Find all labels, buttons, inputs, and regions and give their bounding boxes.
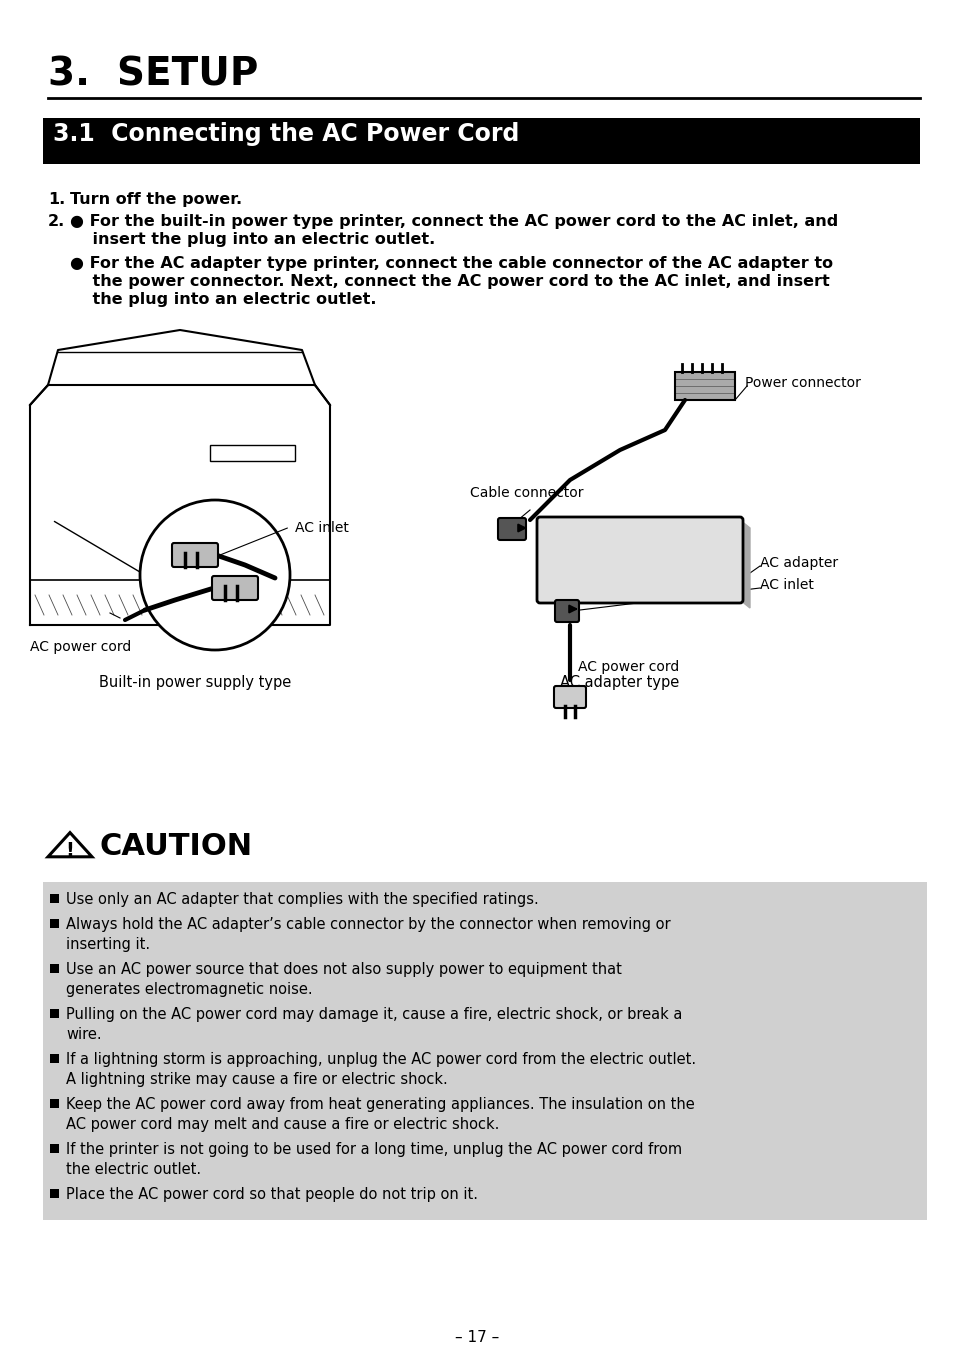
Bar bbox=[50, 1009, 59, 1018]
Bar bbox=[43, 882, 926, 1220]
FancyBboxPatch shape bbox=[172, 544, 218, 566]
Text: AC inlet: AC inlet bbox=[760, 579, 813, 592]
Text: AC power cord: AC power cord bbox=[30, 639, 132, 654]
Text: !: ! bbox=[66, 841, 74, 860]
Bar bbox=[50, 1144, 59, 1153]
Text: ● For the built-in power type printer, connect the AC power cord to the AC inlet: ● For the built-in power type printer, c… bbox=[70, 214, 838, 228]
Text: inserting it.: inserting it. bbox=[66, 937, 150, 952]
Bar bbox=[50, 964, 59, 973]
Text: the electric outlet.: the electric outlet. bbox=[66, 1161, 201, 1178]
Text: Power connector: Power connector bbox=[744, 376, 860, 389]
Text: the power connector. Next, connect the AC power cord to the AC inlet, and insert: the power connector. Next, connect the A… bbox=[70, 274, 829, 289]
Bar bbox=[50, 894, 59, 903]
FancyBboxPatch shape bbox=[554, 685, 585, 708]
Text: the plug into an electric outlet.: the plug into an electric outlet. bbox=[70, 292, 376, 307]
Text: AC power cord may melt and cause a fire or electric shock.: AC power cord may melt and cause a fire … bbox=[66, 1117, 498, 1132]
Bar bbox=[43, 118, 919, 164]
Text: Pulling on the AC power cord may damage it, cause a fire, electric shock, or bre: Pulling on the AC power cord may damage … bbox=[66, 1007, 681, 1022]
Text: CAUTION: CAUTION bbox=[100, 831, 253, 861]
Text: A lightning strike may cause a fire or electric shock.: A lightning strike may cause a fire or e… bbox=[66, 1072, 447, 1087]
Text: AC inlet: AC inlet bbox=[294, 521, 349, 535]
Text: 1.: 1. bbox=[48, 192, 65, 207]
Text: Use an AC power source that does not also supply power to equipment that: Use an AC power source that does not als… bbox=[66, 963, 621, 977]
Polygon shape bbox=[30, 385, 330, 625]
Text: 3.  SETUP: 3. SETUP bbox=[48, 55, 258, 93]
Text: AC adapter type: AC adapter type bbox=[559, 675, 679, 690]
Circle shape bbox=[140, 500, 290, 650]
Text: generates electromagnetic noise.: generates electromagnetic noise. bbox=[66, 982, 313, 996]
Text: wire.: wire. bbox=[66, 1028, 102, 1042]
Text: Use only an AC adapter that complies with the specified ratings.: Use only an AC adapter that complies wit… bbox=[66, 892, 538, 907]
Text: If the printer is not going to be used for a long time, unplug the AC power cord: If the printer is not going to be used f… bbox=[66, 1142, 681, 1157]
Text: If a lightning storm is approaching, unplug the AC power cord from the electric : If a lightning storm is approaching, unp… bbox=[66, 1052, 696, 1067]
Text: Place the AC power cord so that people do not trip on it.: Place the AC power cord so that people d… bbox=[66, 1187, 477, 1202]
Polygon shape bbox=[48, 833, 91, 857]
Text: AC adapter: AC adapter bbox=[760, 556, 838, 571]
FancyBboxPatch shape bbox=[537, 516, 742, 603]
Text: 3.1  Connecting the AC Power Cord: 3.1 Connecting the AC Power Cord bbox=[53, 122, 518, 146]
Text: Cable connector: Cable connector bbox=[470, 485, 583, 500]
Bar bbox=[50, 1099, 59, 1109]
Polygon shape bbox=[740, 521, 749, 608]
Text: AC power cord: AC power cord bbox=[578, 660, 679, 675]
Text: 2.: 2. bbox=[48, 214, 65, 228]
Bar bbox=[210, 445, 294, 461]
Bar bbox=[50, 1055, 59, 1063]
Text: Keep the AC power cord away from heat generating appliances. The insulation on t: Keep the AC power cord away from heat ge… bbox=[66, 1096, 694, 1111]
FancyBboxPatch shape bbox=[212, 576, 257, 600]
Text: – 17 –: – 17 – bbox=[455, 1330, 498, 1345]
Text: Turn off the power.: Turn off the power. bbox=[70, 192, 242, 207]
FancyBboxPatch shape bbox=[555, 600, 578, 622]
Bar bbox=[50, 919, 59, 927]
Text: ● For the AC adapter type printer, connect the cable connector of the AC adapter: ● For the AC adapter type printer, conne… bbox=[70, 256, 832, 270]
Text: insert the plug into an electric outlet.: insert the plug into an electric outlet. bbox=[70, 233, 435, 247]
Text: Always hold the AC adapter’s cable connector by the connector when removing or: Always hold the AC adapter’s cable conne… bbox=[66, 917, 670, 932]
Bar bbox=[50, 1188, 59, 1198]
Bar bbox=[675, 372, 734, 400]
FancyBboxPatch shape bbox=[497, 518, 525, 539]
Text: Built-in power supply type: Built-in power supply type bbox=[99, 675, 291, 690]
